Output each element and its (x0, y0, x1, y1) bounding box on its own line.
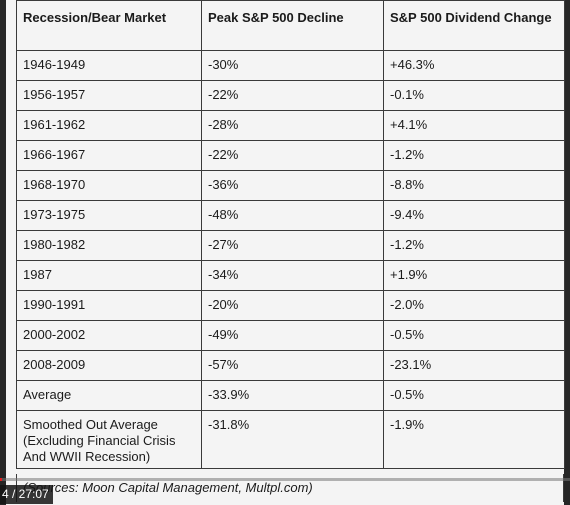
table-cell: -1.2% (383, 230, 565, 261)
recession-table: Recession/Bear Market Peak S&P 500 Decli… (16, 0, 565, 469)
table-row: 1968-1970 -36% -8.8% (16, 170, 565, 201)
table-row: 1961-1962 -28% +4.1% (16, 110, 565, 141)
table-row: 2008-2009 -57% -23.1% (16, 350, 565, 381)
table-cell: -49% (201, 320, 384, 351)
table-cell: Smoothed Out Average (Excluding Financia… (16, 410, 202, 469)
table-cell: +46.3% (383, 50, 565, 81)
table-cell: -0.5% (383, 320, 565, 351)
table-cell: -2.0% (383, 290, 565, 321)
table-cell: -22% (201, 80, 384, 111)
table-cell: Average (16, 380, 202, 411)
table-cell: 1973-1975 (16, 200, 202, 231)
table-cell: 1968-1970 (16, 170, 202, 201)
table-row: 1990-1991 -20% -2.0% (16, 290, 565, 321)
table-cell: -57% (201, 350, 384, 381)
table-cell: 1990-1991 (16, 290, 202, 321)
table-row: 1946-1949 -30% +46.3% (16, 50, 565, 81)
column-header: Recession/Bear Market (16, 0, 202, 51)
table-cell: 1987 (16, 260, 202, 291)
table-cell: -36% (201, 170, 384, 201)
table-cell: -20% (201, 290, 384, 321)
table-row: 1973-1975 -48% -9.4% (16, 200, 565, 231)
table-row: Smoothed Out Average (Excluding Financia… (16, 410, 565, 469)
document-sheet: Recession/Bear Market Peak S&P 500 Decli… (6, 0, 565, 505)
table-cell: -27% (201, 230, 384, 261)
video-progress-bar[interactable] (0, 478, 570, 481)
table-cell: 1956-1957 (16, 80, 202, 111)
column-header: Peak S&P 500 Decline (201, 0, 384, 51)
column-header: S&P 500 Dividend Change (383, 0, 565, 51)
table-cell: -31.8% (201, 410, 384, 469)
table-row: 2000-2002 -49% -0.5% (16, 320, 565, 351)
source-note: (Sources: Moon Capital Management, Multp… (23, 480, 313, 495)
table-row: 1956-1957 -22% -0.1% (16, 80, 565, 111)
table-cell: -33.9% (201, 380, 384, 411)
table-cell: -30% (201, 50, 384, 81)
table-cell: +1.9% (383, 260, 565, 291)
table-row: 1966-1967 -22% -1.2% (16, 140, 565, 171)
table-cell: -22% (201, 140, 384, 171)
table-cell: -9.4% (383, 200, 565, 231)
table-cell: -34% (201, 260, 384, 291)
table-row: 1980-1982 -27% -1.2% (16, 230, 565, 261)
table-row: 1987 -34% +1.9% (16, 260, 565, 291)
table-cell: -8.8% (383, 170, 565, 201)
table-cell: 2008-2009 (16, 350, 202, 381)
table-cell: -23.1% (383, 350, 565, 381)
table-cell: 1961-1962 (16, 110, 202, 141)
table-cell: -0.5% (383, 380, 565, 411)
table-cell: 1980-1982 (16, 230, 202, 261)
video-timecode: 4 / 27:07 (0, 485, 53, 504)
table-cell: 2000-2002 (16, 320, 202, 351)
table-cell: -28% (201, 110, 384, 141)
table-cell: 1966-1967 (16, 140, 202, 171)
table-row: Average -33.9% -0.5% (16, 380, 565, 411)
table-cell: +4.1% (383, 110, 565, 141)
table-cell: -1.2% (383, 140, 565, 171)
video-progress-fill (0, 478, 2, 481)
table-cell: -1.9% (383, 410, 565, 469)
table-cell: 1946-1949 (16, 50, 202, 81)
table-cell: -0.1% (383, 80, 565, 111)
table-header-row: Recession/Bear Market Peak S&P 500 Decli… (16, 0, 565, 51)
table-cell: -48% (201, 200, 384, 231)
